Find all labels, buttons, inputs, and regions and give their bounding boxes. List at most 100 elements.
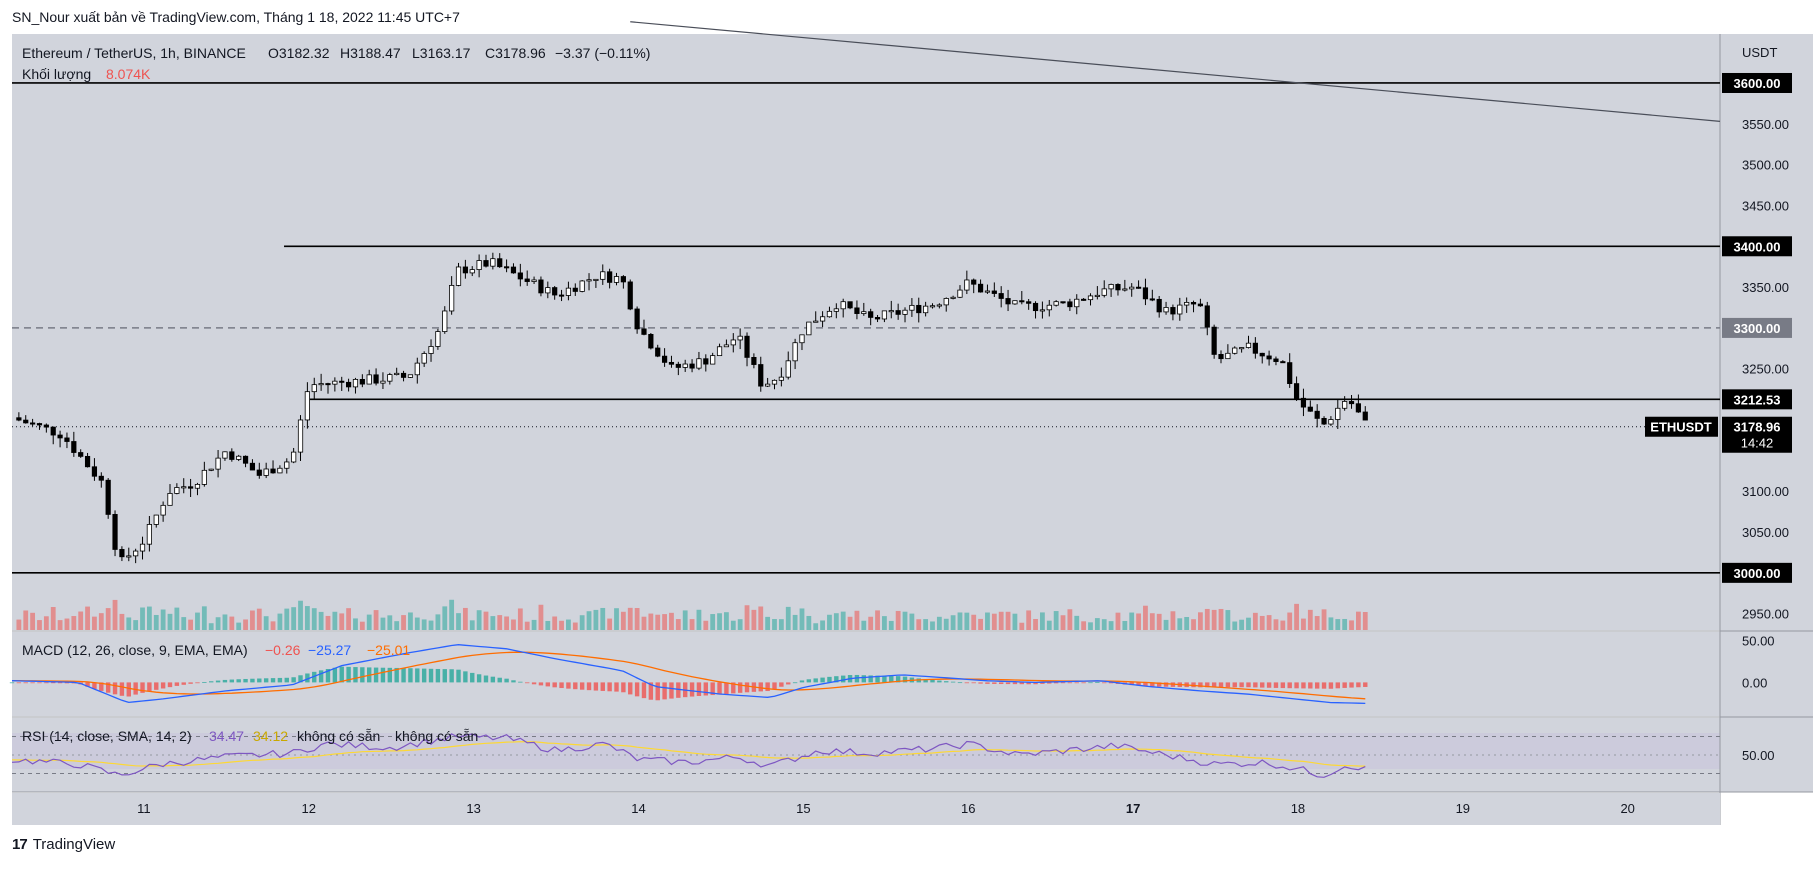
x-tick-label: 16 [961,801,975,816]
candle-body [1012,300,1018,305]
volume-label[interactable]: Khối lượng [22,66,91,82]
volume-bar [861,620,867,630]
volume-bar [85,606,90,630]
volume-bar [208,623,214,630]
y-tick-label: 3550.00 [1742,117,1789,132]
tradingview-logo[interactable]: 17 TradingView [12,836,115,853]
level-price-tag[interactable] [1722,562,1792,583]
price-axis[interactable] [1720,34,1813,792]
candle-body [263,468,269,476]
price-pane-bg[interactable] [12,34,1720,630]
candle-body [909,304,915,311]
volume-bar [943,618,949,630]
volume-bar [806,615,812,630]
candle-body [765,383,771,387]
volume-bar [620,611,626,630]
macd-histogram-bar [923,679,928,683]
volume-bar [126,617,132,630]
macd-histogram-bar [346,666,351,683]
macd-line[interactable] [11,644,1366,705]
macd-histogram-bar [1005,682,1011,685]
candle-body [600,271,606,280]
volume-bar [1191,619,1196,630]
volume-bar [902,611,908,630]
candle-body [284,461,290,469]
volume-bar [1294,603,1299,630]
volume-bar [511,619,516,630]
macd-histogram-bar [105,682,111,693]
volume-bar [964,612,970,630]
level-price-tag[interactable] [1722,236,1792,257]
symbol-tag-label: ETHUSDT [1650,420,1711,435]
volume-bar [991,613,997,630]
volume-bar [1211,609,1217,630]
macd-signal-line[interactable] [12,651,1366,700]
level-price-tag[interactable] [1722,317,1792,338]
macd-histogram-bar [99,682,104,691]
macd-histogram-bar [648,682,654,700]
volume-bar [304,606,310,630]
volume-bar [1060,615,1066,630]
volume-bar [1342,618,1348,630]
volume-bar [1239,619,1245,630]
volume-value: 8.074K [106,66,151,82]
rsi-ma-line[interactable] [11,741,1366,767]
time-axis[interactable] [12,793,1720,825]
macd-legend[interactable]: MACD (12, 26, close, 9, EMA, EMA) [22,642,248,658]
last-price-tag[interactable] [1722,416,1792,453]
symbol-title[interactable]: Ethereum / TetherUS, 1h, BINANCE [22,45,246,61]
macd-pane-bg[interactable] [12,632,1720,716]
level-price-tag[interactable] [1722,72,1792,93]
candle-body [730,339,736,346]
candle-body [1094,294,1100,297]
candle-body [854,307,860,314]
candle-body [552,287,558,296]
macd-value-hist: −0.26 [265,642,301,658]
candle-body [874,317,881,320]
volume-bar [311,608,317,630]
macd-histogram-bar [765,682,770,692]
candle-body [1101,288,1107,296]
volume-bar [682,610,688,630]
candle-body [1218,354,1224,360]
macd-histogram-bar [284,677,289,683]
level-price-tag[interactable] [1722,389,1792,410]
candle-body [1335,407,1341,420]
macd-histogram-bar [1342,682,1347,688]
volume-bar [469,620,475,630]
candle-body [483,260,489,267]
candle-body [607,271,613,283]
candle-body [1321,417,1327,425]
macd-histogram-bar [834,676,839,683]
volume-bar [1301,618,1306,630]
volume-bar [456,613,461,630]
ohlc-open: O3182.32 [268,45,330,61]
macd-histogram-bar [415,668,420,683]
candle-body [222,451,228,459]
rsi-legend[interactable]: RSI (14, close, SMA, 14, 2) [22,728,192,744]
candle-body [957,289,963,298]
macd-histogram-bar [126,682,131,697]
volume-bar [517,608,523,630]
macd-histogram-bar [902,676,908,683]
candle-body [861,311,867,314]
candle-body [1307,406,1313,412]
rsi-line[interactable] [11,733,1366,778]
symbol-tag[interactable] [1645,416,1718,437]
candle-body [1273,358,1279,362]
volume-bar [160,609,166,630]
volume-bar [538,604,544,630]
volume-bar [840,611,846,630]
volume-bar [195,612,200,630]
macd-histogram-bar [552,682,557,688]
volume-bar [730,620,736,630]
volume-bar [689,619,695,630]
volume-bar [98,613,104,630]
volume-bar [366,614,372,630]
volume-bar [1252,612,1258,630]
macd-histogram-bar [518,681,523,683]
volume-bar [284,608,290,630]
volume-bar [1156,613,1162,630]
macd-histogram-bar [387,667,393,683]
trendline[interactable] [630,21,1721,122]
